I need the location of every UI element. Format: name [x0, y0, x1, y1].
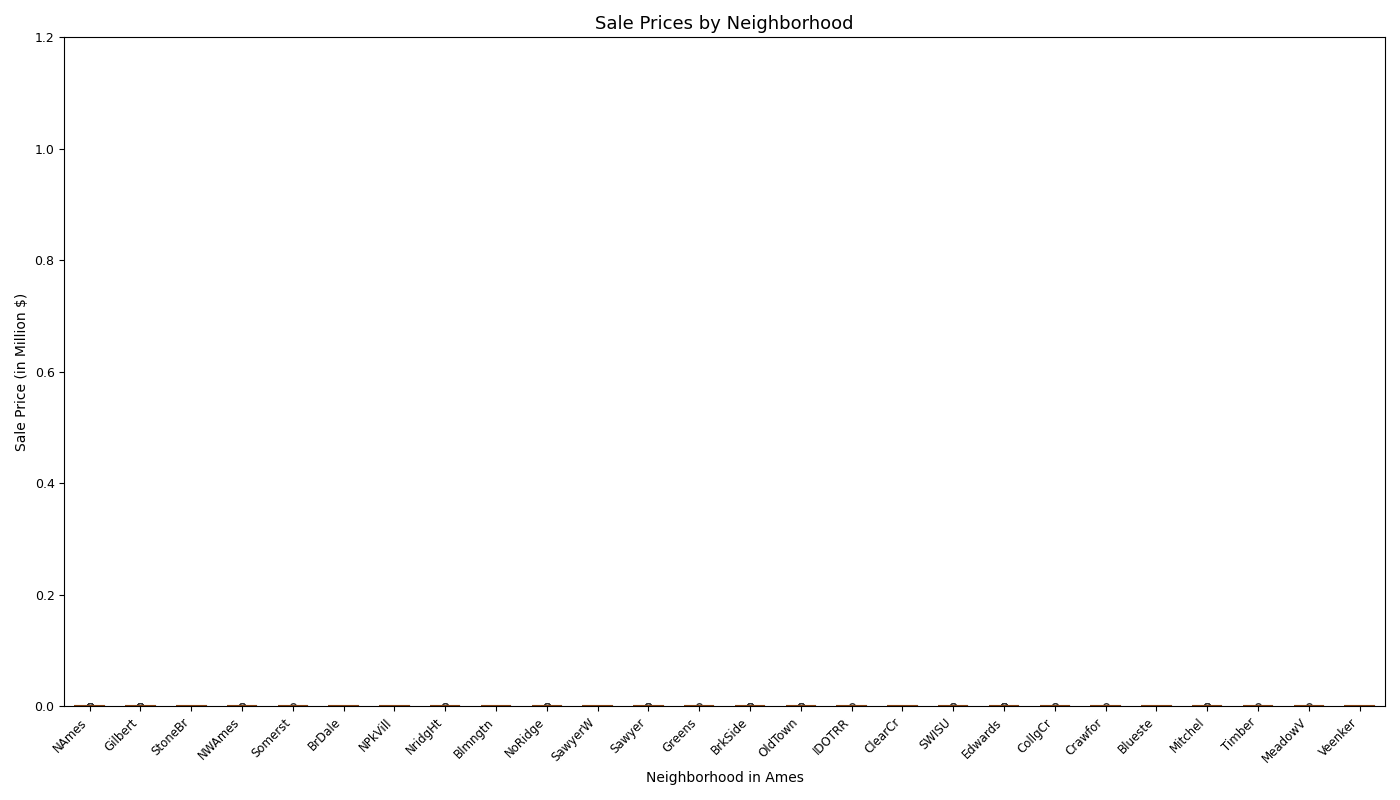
Y-axis label: Sale Price (in Million $): Sale Price (in Million $) [15, 293, 29, 451]
X-axis label: Neighborhood in Ames: Neighborhood in Ames [645, 771, 804, 785]
Title: Sale Prices by Neighborhood: Sale Prices by Neighborhood [595, 15, 854, 33]
